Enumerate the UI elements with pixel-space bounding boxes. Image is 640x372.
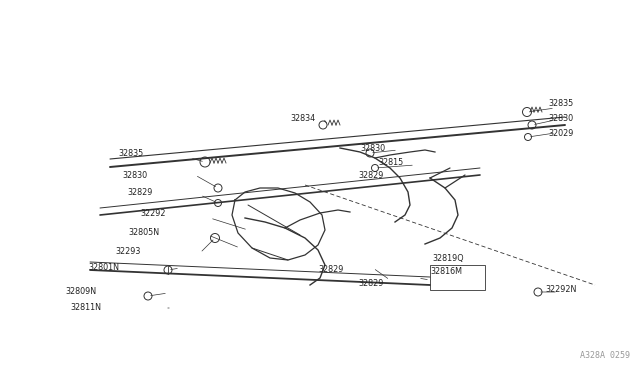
Text: 32830: 32830 [360, 144, 385, 153]
Text: 32292: 32292 [140, 208, 166, 218]
Text: 32293: 32293 [115, 247, 140, 257]
Text: 32835: 32835 [548, 99, 573, 108]
Text: 32829: 32829 [318, 266, 344, 275]
Text: 32815: 32815 [378, 157, 403, 167]
Text: 32809N: 32809N [65, 286, 96, 295]
Text: 32819Q: 32819Q [432, 253, 463, 263]
Text: 32834: 32834 [290, 113, 315, 122]
Text: 32292N: 32292N [545, 285, 577, 295]
Text: 32805N: 32805N [128, 228, 159, 237]
Text: 32801N: 32801N [88, 263, 119, 272]
Text: 32830: 32830 [122, 170, 147, 180]
Text: 32816M: 32816M [430, 267, 462, 276]
Text: A328A 0259: A328A 0259 [580, 351, 630, 360]
Text: 32835: 32835 [118, 148, 143, 157]
Text: 32829: 32829 [358, 170, 383, 180]
Text: 32029: 32029 [548, 128, 573, 138]
Text: 32829: 32829 [358, 279, 383, 288]
Text: 32811N: 32811N [70, 304, 101, 312]
Text: 32830: 32830 [548, 113, 573, 122]
Text: 32829: 32829 [127, 187, 152, 196]
Bar [430, 265, 485, 290]
